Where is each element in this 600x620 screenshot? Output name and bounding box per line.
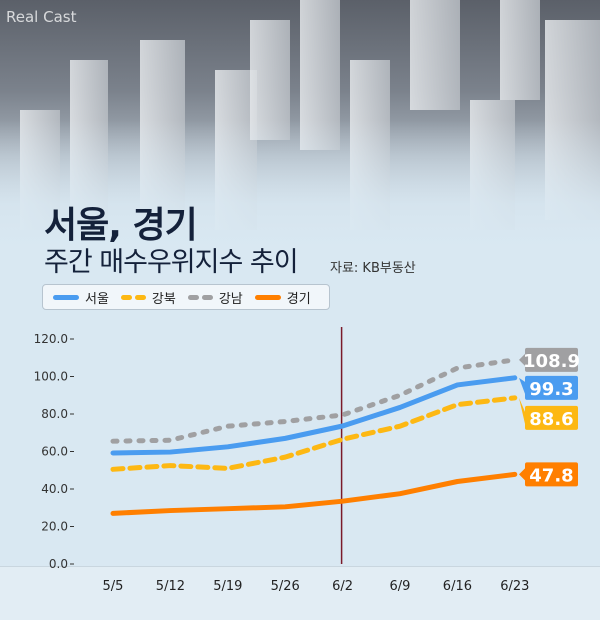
logo: Real Cast	[6, 8, 77, 26]
legend-label: 경기	[286, 291, 311, 307]
label-pointer	[519, 377, 525, 394]
series-line-2	[110, 357, 518, 444]
source-note: 자료: KB부동산	[330, 261, 416, 276]
x-axis-band	[0, 566, 600, 620]
legend-item-gangbuk: 강북	[120, 288, 176, 307]
end-label-box	[525, 347, 578, 372]
y-tick-label: 40.0	[41, 482, 68, 496]
legend-swatch	[120, 294, 146, 300]
end-label-3: 47.8	[529, 465, 573, 486]
y-tick-label: 100.0	[34, 370, 68, 384]
end-label-0: 99.3	[529, 379, 573, 400]
apartment-photo-background	[0, 0, 600, 260]
legend-label: 강남	[218, 291, 243, 307]
legend-swatch	[187, 294, 213, 300]
chart-subtitle: 주간 매수우위지수 추이	[44, 247, 299, 278]
legend-item-seoul: 서울	[53, 288, 109, 307]
legend-item-gangnam: 강남	[187, 288, 243, 307]
x-tick-label: 6/2	[332, 579, 353, 594]
x-tick-label: 5/12	[156, 579, 185, 594]
legend-label: 서울	[85, 291, 109, 307]
end-label-box	[525, 462, 578, 487]
series-line-0	[110, 375, 518, 456]
legend-item-gyeonggi: 경기	[254, 288, 311, 307]
legend: 서울 강북 강남 경기	[42, 284, 330, 310]
series-line-3	[110, 471, 518, 516]
x-tick-label: 6/9	[390, 579, 411, 594]
chart-title: 서울, 경기	[44, 205, 198, 246]
y-tick-label: 80.0	[41, 407, 68, 421]
x-tick-label: 5/5	[103, 579, 124, 594]
end-label-1: 88.6	[529, 409, 573, 430]
x-tick-label: 6/16	[443, 579, 472, 594]
y-tick-label: 0.0	[49, 557, 68, 571]
y-tick-label: 60.0	[41, 445, 68, 459]
legend-label: 강북	[151, 291, 176, 307]
end-label-box	[525, 405, 578, 430]
y-tick-label: 20.0	[41, 520, 68, 534]
series-line-1	[110, 395, 518, 472]
label-pointer	[519, 468, 525, 481]
x-tick-label: 6/23	[500, 579, 529, 594]
x-tick-label: 5/26	[271, 579, 300, 594]
end-label-2: 108.9	[523, 351, 580, 372]
label-pointer	[519, 397, 525, 424]
y-tick-label: 120.0	[34, 332, 68, 346]
legend-swatch	[254, 294, 281, 300]
end-label-box	[525, 375, 578, 400]
legend-swatch	[53, 294, 79, 300]
x-tick-label: 5/19	[213, 579, 242, 594]
label-pointer	[519, 353, 525, 366]
